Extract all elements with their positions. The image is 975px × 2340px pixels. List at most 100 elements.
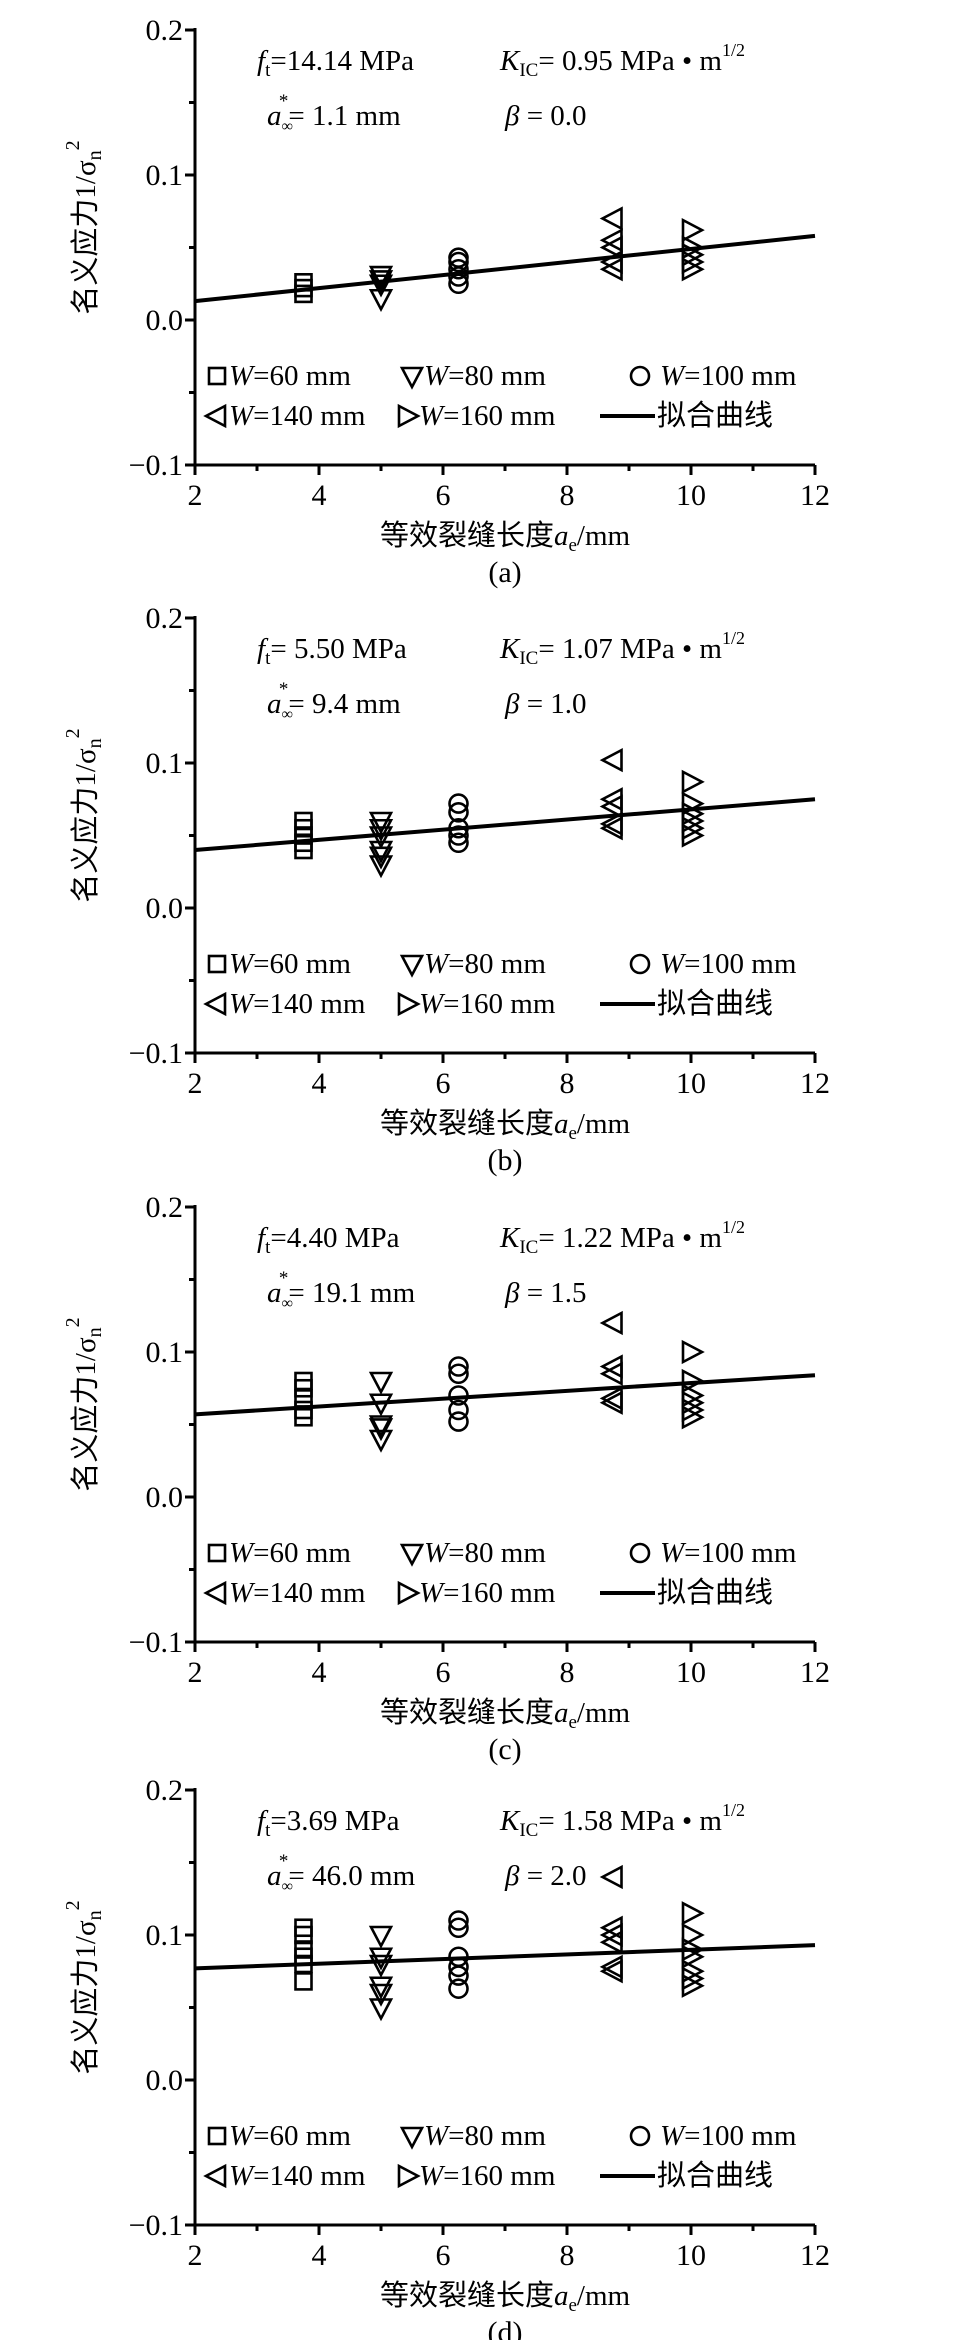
data-point-triangle-down (368, 1925, 394, 1949)
data-point-triangle-down (368, 855, 394, 879)
series-w60mm (294, 1918, 313, 1991)
data-point-triangle-left (599, 1915, 623, 1940)
legend-label: W=60 mm (229, 1537, 351, 1569)
series-w140mm (599, 1864, 623, 1984)
data-point-triangle-right (681, 769, 705, 795)
tspan: = 9.4 mm (288, 688, 401, 720)
data-point-circle (448, 817, 469, 839)
x-tick-label: 8 (560, 1067, 575, 1100)
data-point-square (294, 1972, 313, 1991)
tspan: 等效裂缝长度 (380, 519, 554, 552)
tspan: =160 mm (443, 988, 556, 1020)
data-point-triangle-down (368, 1983, 394, 2007)
tspan: = 1.22 MPa • m (538, 1222, 722, 1254)
data-point-circle (448, 1946, 469, 1968)
panel-caption: (d) (488, 2316, 523, 2340)
tspan: W (229, 400, 256, 432)
y-tick-label: 0.1 (146, 159, 184, 192)
annotation-beta: β = 2.0 (504, 1860, 587, 1892)
legend-item: W=140 mm (203, 988, 366, 1020)
tspan: e (568, 2295, 576, 2316)
tspan: = 0.0 (519, 100, 586, 132)
tspan: 1/2 (722, 628, 745, 648)
data-point-triangle-right (681, 1922, 705, 1948)
legend-square-icon (207, 1543, 227, 1563)
legend-item: W=140 mm (203, 2160, 366, 2192)
legend-triangle-right-icon (397, 403, 421, 429)
annotation-kic: KIC= 1.22 MPa • m1/2 (499, 1217, 745, 1258)
series-w60mm (294, 1371, 313, 1427)
x-tick-label: 10 (676, 479, 706, 512)
tspan: W (419, 2160, 446, 2192)
tspan: =60 mm (253, 948, 351, 980)
chart-panel-a: 2 4 6 8 10 12−0.10.00.10.2名义应力1/σn2等效裂缝长度ae/m… (62, 14, 830, 589)
y-tick-label: 0.2 (146, 14, 184, 47)
tspan: n (84, 150, 106, 160)
series-w80mm (368, 1371, 394, 1453)
data-point-triangle-left (599, 1310, 623, 1336)
legend-circle-icon (629, 2125, 651, 2147)
tspan: W (424, 2120, 451, 2152)
tspan: a (554, 2280, 569, 2312)
tspan: =80 mm (448, 2120, 546, 2152)
data-point-triangle-down (368, 1976, 394, 2000)
tspan: =100 mm (684, 1537, 797, 1569)
tspan: =100 mm (684, 2120, 797, 2152)
annotation-beta: β = 1.0 (504, 688, 587, 720)
y-axis-label: 名义应力1/σn2 (62, 728, 106, 902)
legend-label: W=80 mm (424, 948, 546, 980)
legend-triangle-right-icon (397, 991, 421, 1017)
tspan: W (660, 2120, 687, 2152)
chart-panel-d: 2 4 6 8 10 12−0.10.00.10.2名义应力1/σn2等效裂缝长度ae/m… (62, 1774, 830, 2340)
tspan: =160 mm (443, 400, 556, 432)
data-point-triangle-down (368, 265, 394, 289)
annotation-ft: ft=14.14 MPa (257, 45, 414, 81)
tspan: W (424, 948, 451, 980)
tspan: K (499, 45, 521, 77)
tspan: a (267, 100, 282, 132)
tspan: 名义应力1/σ (69, 1337, 102, 1492)
series-w100mm (448, 247, 469, 295)
x-axis-label: 等效裂缝长度ae/mm (380, 1696, 631, 1733)
y-tick-label: 0.1 (146, 1919, 184, 1952)
legend-item: W=100 mm (629, 1537, 797, 1569)
tspan: 名义应力1/σ (69, 1920, 102, 2075)
tspan: β (504, 688, 520, 720)
tspan: a (554, 1697, 569, 1729)
tspan: =140 mm (253, 988, 366, 1020)
legend-item: W=100 mm (629, 948, 797, 980)
data-point-triangle-down (368, 1947, 394, 1971)
tspan: K (499, 1222, 521, 1254)
x-axis-label: 等效裂缝长度ae/mm (380, 519, 631, 556)
tspan: /mm (577, 2280, 631, 2312)
legend-item: 拟合曲线 (600, 1576, 773, 1609)
tspan: 拟合曲线 (657, 2159, 773, 2192)
legend-triangle-left-icon (203, 2163, 227, 2189)
panel-caption: (c) (488, 1733, 521, 1766)
legend-triangle-left-icon (203, 1580, 227, 1606)
legend-label: W=100 mm (660, 948, 797, 980)
data-point-circle (448, 1399, 469, 1421)
series-w100mm (448, 793, 469, 854)
legend-item: W=80 mm (399, 360, 546, 392)
data-point-triangle-left (599, 206, 623, 231)
tspan: 2 (62, 728, 84, 738)
legend-circle-icon (629, 1542, 651, 1564)
data-point-circle (448, 1917, 469, 1939)
data-point-circle (448, 793, 469, 814)
tspan: a (267, 1860, 282, 1892)
legend-label: W=80 mm (424, 360, 546, 392)
tspan: 等效裂缝长度 (380, 1696, 554, 1729)
legend-label: W=80 mm (424, 2120, 546, 2152)
legend-triangle-down-icon (399, 366, 425, 390)
y-axis-label: 名义应力1/σn2 (62, 1317, 106, 1491)
tspan: =60 mm (253, 1537, 351, 1569)
legend-item: W=60 mm (207, 1537, 351, 1569)
tspan: n (84, 1910, 106, 1920)
tspan: n (84, 738, 106, 748)
data-point-circle (448, 1978, 469, 1999)
tspan: = 2.0 (519, 1860, 586, 1892)
series-w60mm (294, 272, 313, 304)
data-point-triangle-down (368, 1429, 394, 1453)
annotation-kic: KIC= 1.07 MPa • m1/2 (499, 628, 745, 669)
